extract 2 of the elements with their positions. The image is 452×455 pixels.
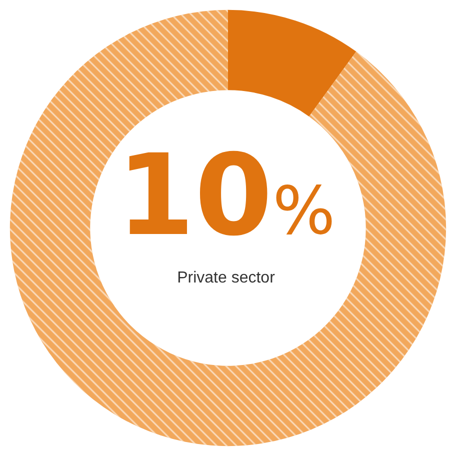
slice-label: Private sector <box>177 270 276 286</box>
data-label: 10% <box>116 131 336 261</box>
